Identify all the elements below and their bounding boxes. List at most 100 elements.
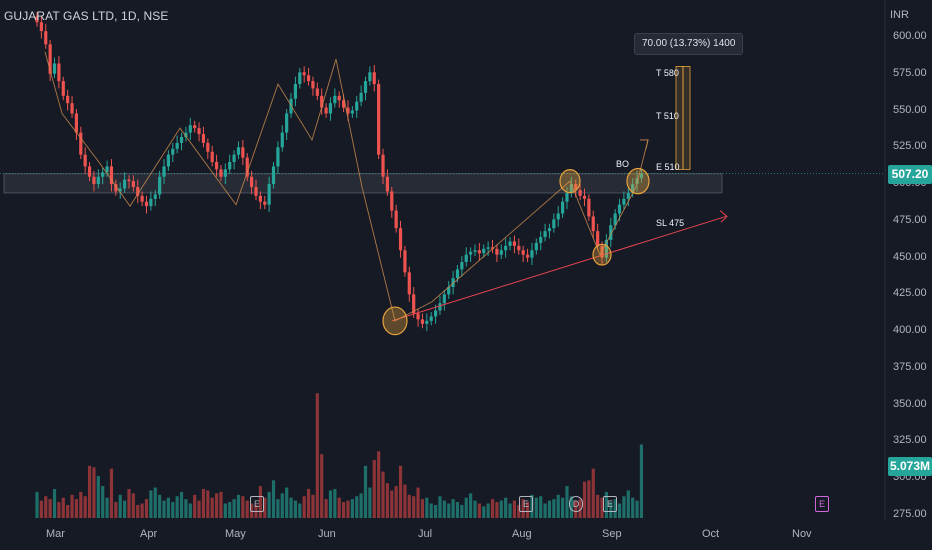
- volume-bar: [477, 503, 481, 518]
- price-tick-label: 375.00: [893, 360, 927, 373]
- volume-bar: [582, 481, 587, 518]
- candle-body: [617, 204, 622, 214]
- candle-body: [206, 142, 210, 152]
- candle-body: [565, 192, 569, 202]
- candle-body: [201, 134, 206, 143]
- candle-body: [372, 72, 376, 85]
- event-marker[interactable]: E: [519, 496, 533, 512]
- time-tick-label: Sep: [602, 528, 622, 540]
- volume-bar: [398, 465, 403, 518]
- volume-bar: [626, 490, 630, 518]
- price-tick-label: 550.00: [893, 103, 927, 116]
- volume-bar: [403, 484, 407, 518]
- volume-bar: [565, 486, 569, 518]
- volume-bar: [109, 468, 114, 518]
- candle-body: [179, 137, 184, 143]
- volume-bar: [241, 496, 245, 518]
- volume-bar: [561, 497, 565, 518]
- volume-bar: [280, 493, 284, 518]
- volume-bar: [460, 504, 464, 518]
- candle-body: [530, 250, 534, 258]
- candle-body: [429, 316, 433, 321]
- volume-bar: [52, 489, 57, 518]
- candle-body: [263, 201, 267, 205]
- volume-bar: [416, 487, 420, 518]
- candle-body: [381, 154, 385, 177]
- pattern-circle: [626, 167, 650, 195]
- candle-body: [512, 241, 517, 246]
- time-tick-label: Nov: [792, 528, 812, 540]
- volume-bar: [114, 502, 118, 518]
- candle-body: [311, 81, 315, 89]
- candle-body: [254, 187, 258, 196]
- volume-bar: [158, 494, 162, 518]
- candle-body: [368, 72, 372, 82]
- candle-body: [228, 162, 232, 170]
- candle-body: [52, 63, 57, 74]
- candle-body: [547, 228, 552, 232]
- candle-body: [578, 189, 582, 196]
- volume-bar: [609, 502, 613, 518]
- candle-body: [333, 95, 337, 104]
- candle-body: [631, 184, 635, 193]
- volume-bar: [162, 500, 166, 518]
- candle-body: [153, 194, 157, 199]
- candle-body: [337, 95, 341, 101]
- candle-body: [591, 216, 595, 232]
- candle-body: [442, 294, 446, 304]
- volume-bar: [495, 502, 499, 518]
- volume-bar: [530, 494, 534, 518]
- volume-bar: [521, 499, 525, 518]
- volume-bar: [118, 494, 122, 518]
- volume-bar: [166, 497, 170, 518]
- event-marker[interactable]: E: [250, 496, 264, 512]
- candle-body: [407, 272, 411, 295]
- pattern-circle: [592, 243, 612, 266]
- candle-body: [420, 319, 425, 324]
- volume-bar: [617, 503, 622, 518]
- candle-body: [342, 100, 346, 108]
- event-marker[interactable]: D: [569, 496, 583, 512]
- pattern-circle: [559, 169, 581, 194]
- candle-body: [556, 213, 560, 220]
- volume-bar: [201, 489, 206, 518]
- volume-bar: [320, 454, 324, 518]
- candle-body: [171, 148, 175, 155]
- volume-bar: [425, 497, 429, 518]
- volume-bar: [285, 487, 289, 518]
- candle-body: [403, 250, 407, 273]
- volume-bar: [591, 468, 595, 518]
- candle-body: [587, 198, 591, 217]
- candle-body: [490, 247, 495, 249]
- candle-body: [451, 278, 455, 288]
- volume-bar: [433, 504, 438, 518]
- support-arrow-head: [719, 210, 728, 223]
- candle-body: [285, 113, 289, 133]
- candle-body: [350, 110, 354, 114]
- volume-bar: [131, 493, 135, 518]
- candle-body: [271, 166, 276, 185]
- price-tick-label: 400.00: [893, 324, 927, 337]
- price-tick-label: 350.00: [893, 397, 927, 410]
- event-marker[interactable]: E: [815, 496, 829, 512]
- volume-bar: [333, 489, 337, 518]
- event-marker[interactable]: E: [603, 496, 617, 512]
- volume-bar: [44, 496, 48, 518]
- price-tick-label: 575.00: [893, 66, 927, 79]
- volume-bar: [429, 503, 433, 518]
- candle-body: [355, 101, 359, 111]
- volume-bar: [363, 465, 368, 518]
- volume-bar: [600, 497, 604, 518]
- volume-bar: [587, 480, 591, 518]
- volume-bar: [451, 499, 455, 518]
- time-tick-label: Mar: [46, 528, 65, 540]
- candle-body: [92, 176, 96, 185]
- volume-bar: [455, 502, 460, 518]
- volume-bar: [96, 475, 100, 518]
- volume-bar: [613, 499, 617, 518]
- volume-bar: [289, 497, 293, 518]
- volume-bar: [490, 499, 495, 518]
- volume-bar: [70, 494, 74, 518]
- candle-body: [162, 166, 166, 177]
